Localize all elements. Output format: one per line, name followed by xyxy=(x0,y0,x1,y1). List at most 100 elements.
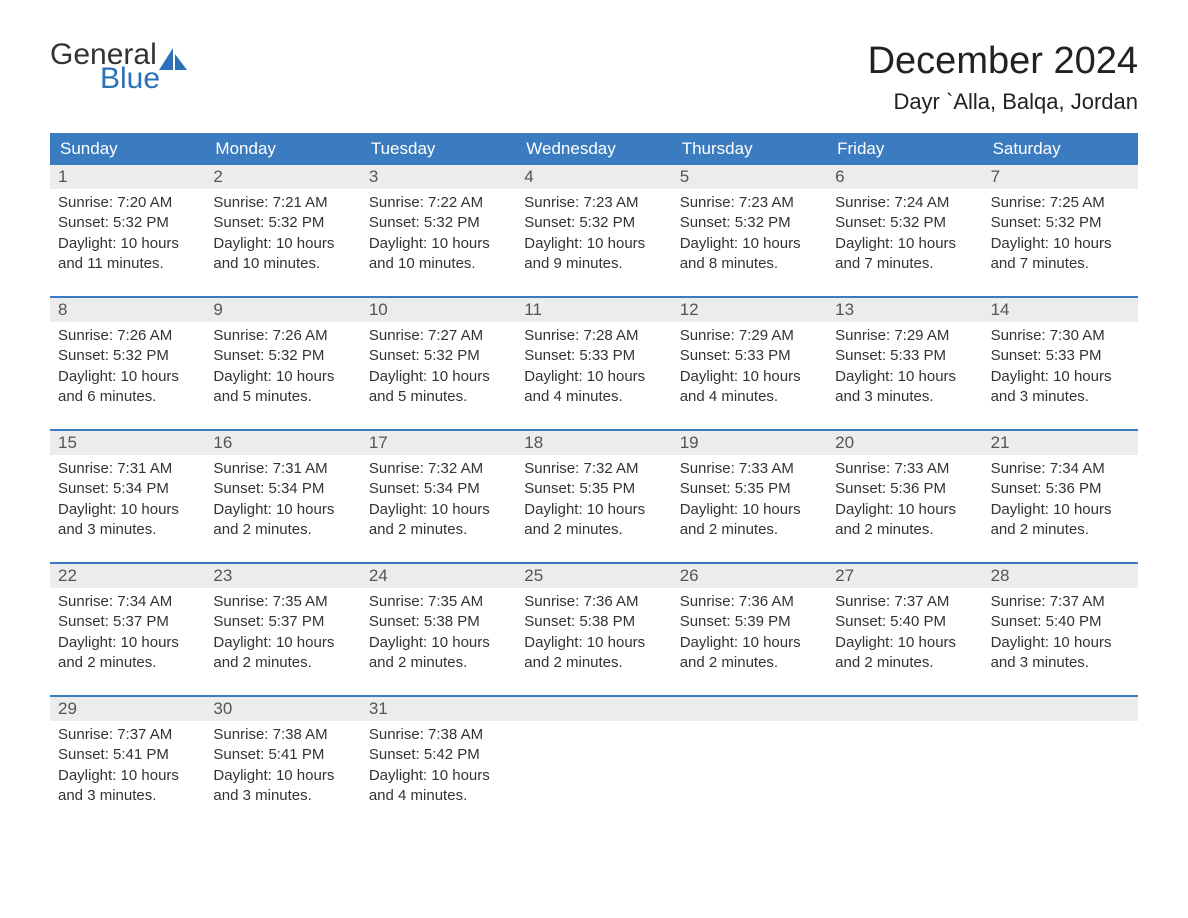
date-number: 16 xyxy=(205,431,360,455)
daylight-line: Daylight: 10 hours and 2 minutes. xyxy=(835,500,974,541)
sunrise-line: Sunrise: 7:20 AM xyxy=(58,193,197,213)
date-number: 31 xyxy=(361,697,516,721)
day-cell: Sunrise: 7:37 AMSunset: 5:40 PMDaylight:… xyxy=(983,588,1138,681)
month-title: December 2024 xyxy=(868,40,1138,83)
sunset-line: Sunset: 5:32 PM xyxy=(369,346,508,366)
sunset-line: Sunset: 5:37 PM xyxy=(213,612,352,632)
content-row: Sunrise: 7:31 AMSunset: 5:34 PMDaylight:… xyxy=(50,455,1138,548)
date-number: 30 xyxy=(205,697,360,721)
daylight-line: Daylight: 10 hours and 4 minutes. xyxy=(369,766,508,807)
sunset-line: Sunset: 5:38 PM xyxy=(524,612,663,632)
week: 22232425262728Sunrise: 7:34 AMSunset: 5:… xyxy=(50,562,1138,681)
day-cell: Sunrise: 7:35 AMSunset: 5:38 PMDaylight:… xyxy=(361,588,516,681)
sunset-line: Sunset: 5:34 PM xyxy=(58,479,197,499)
header: General Blue December 2024 Dayr `Alla, B… xyxy=(50,40,1138,115)
sunrise-line: Sunrise: 7:29 AM xyxy=(835,326,974,346)
date-number xyxy=(672,697,827,721)
date-number: 27 xyxy=(827,564,982,588)
day-cell: Sunrise: 7:31 AMSunset: 5:34 PMDaylight:… xyxy=(50,455,205,548)
sunrise-line: Sunrise: 7:28 AM xyxy=(524,326,663,346)
sunset-line: Sunset: 5:41 PM xyxy=(58,745,197,765)
daylight-line: Daylight: 10 hours and 2 minutes. xyxy=(369,500,508,541)
day-cell: Sunrise: 7:31 AMSunset: 5:34 PMDaylight:… xyxy=(205,455,360,548)
day-header: Thursday xyxy=(672,133,827,165)
sunrise-line: Sunrise: 7:32 AM xyxy=(524,459,663,479)
sunset-line: Sunset: 5:41 PM xyxy=(213,745,352,765)
date-row: 293031 xyxy=(50,697,1138,721)
daylight-line: Daylight: 10 hours and 3 minutes. xyxy=(835,367,974,408)
daylight-line: Daylight: 10 hours and 7 minutes. xyxy=(991,234,1130,275)
sunrise-line: Sunrise: 7:25 AM xyxy=(991,193,1130,213)
day-header: Friday xyxy=(827,133,982,165)
sunrise-line: Sunrise: 7:27 AM xyxy=(369,326,508,346)
sunset-line: Sunset: 5:32 PM xyxy=(991,213,1130,233)
day-header: Tuesday xyxy=(361,133,516,165)
week: 891011121314Sunrise: 7:26 AMSunset: 5:32… xyxy=(50,296,1138,415)
daylight-line: Daylight: 10 hours and 3 minutes. xyxy=(213,766,352,807)
sunset-line: Sunset: 5:35 PM xyxy=(524,479,663,499)
date-number xyxy=(983,697,1138,721)
date-number: 8 xyxy=(50,298,205,322)
daylight-line: Daylight: 10 hours and 3 minutes. xyxy=(58,500,197,541)
day-cell: Sunrise: 7:34 AMSunset: 5:36 PMDaylight:… xyxy=(983,455,1138,548)
sunset-line: Sunset: 5:34 PM xyxy=(369,479,508,499)
sunrise-line: Sunrise: 7:33 AM xyxy=(680,459,819,479)
date-number: 22 xyxy=(50,564,205,588)
daylight-line: Daylight: 10 hours and 2 minutes. xyxy=(991,500,1130,541)
sunrise-line: Sunrise: 7:21 AM xyxy=(213,193,352,213)
content-row: Sunrise: 7:26 AM Sunset: 5:32 PM Daylight:… xyxy=(50,322,1138,415)
daylight-line: Daylight: 10 hours and 7 minutes. xyxy=(835,234,974,275)
sunset-line: Sunset: 5:33 PM xyxy=(991,346,1130,366)
calendar: SundayMondayTuesdayWednesdayThursdayFrid… xyxy=(50,133,1138,814)
daylight-line: Daylight: 10 hours and 9 minutes. xyxy=(524,234,663,275)
day-cell: Sunrise: 7:21 AMSunset: 5:32 PMDaylight:… xyxy=(205,189,360,282)
day-cell: Sunrise: 7:36 AMSunset: 5:38 PMDaylight:… xyxy=(516,588,671,681)
day-cell: Sunrise: 7:26 AMSunset: 5:32 PMDaylight:… xyxy=(205,322,360,415)
sunset-line: Sunset: 5:32 PM xyxy=(835,213,974,233)
day-cell: Sunrise: 7:23 AMSunset: 5:32 PMDaylight:… xyxy=(516,189,671,282)
day-cell: Sunrise: 7:22 AMSunset: 5:32 PMDaylight:… xyxy=(361,189,516,282)
sunset-line: Sunset: 5:35 PM xyxy=(680,479,819,499)
sunset-line: Sunset: 5:36 PM xyxy=(991,479,1130,499)
sunset-line: Sunset: 5:40 PM xyxy=(835,612,974,632)
sunrise-line: Sunrise: 7:35 AM xyxy=(213,592,352,612)
sunrise-line: Sunrise: 7:26 AM xyxy=(213,326,352,346)
day-cell: Sunrise: 7:29 AMSunset: 5:33 PMDaylight:… xyxy=(827,322,982,415)
daylight-line: Daylight: 10 hours and 11 minutes. xyxy=(58,234,197,275)
date-number: 21 xyxy=(983,431,1138,455)
sunrise-line: Sunrise: 7:23 AM xyxy=(524,193,663,213)
sunset-line: Sunset: 5:32 PM xyxy=(680,213,819,233)
week: 293031Sunrise: 7:37 AMSunset: 5:41 PMDay… xyxy=(50,695,1138,814)
date-number: 2 xyxy=(205,165,360,189)
day-cell: Sunrise: 7:26 AMSunset: 5:32 PMDaylight:… xyxy=(50,322,205,415)
date-number: 13 xyxy=(827,298,982,322)
day-cell: Sunrise: 7:25 AMSunset: 5:32 PMDaylight:… xyxy=(983,189,1138,282)
day-cell: Sunrise: 7:37 AMSunset: 5:41 PMDaylight:… xyxy=(50,721,205,814)
week: 15161718192021Sunrise: 7:31 AMSunset: 5:… xyxy=(50,429,1138,548)
sunrise-line: Sunrise: 7:36 AM xyxy=(524,592,663,612)
day-cell: Sunrise: 7:30 AMSunset: 5:33 PMDaylight:… xyxy=(983,322,1138,415)
content-row: Sunrise: 7:37 AMSunset: 5:41 PMDaylight:… xyxy=(50,721,1138,814)
sunset-line: Sunset: 5:32 PM xyxy=(58,346,197,366)
date-number: 24 xyxy=(361,564,516,588)
sunset-line: Sunset: 5:39 PM xyxy=(680,612,819,632)
sunset-line: Sunset: 5:38 PM xyxy=(369,612,508,632)
sunset-line: Sunset: 5:33 PM xyxy=(835,346,974,366)
daylight-line: Daylight: 10 hours and 2 minutes. xyxy=(58,633,197,674)
date-number: 25 xyxy=(516,564,671,588)
daylight-line: Daylight: 10 hours and 3 minutes. xyxy=(991,367,1130,408)
sunrise-line: Sunrise: 7:29 AM xyxy=(680,326,819,346)
day-cell: Sunrise: 7:32 AMSunset: 5:34 PMDaylight:… xyxy=(361,455,516,548)
date-number: 4 xyxy=(516,165,671,189)
sunrise-line: Sunrise: 7:38 AM xyxy=(369,725,508,745)
daylight-line: Daylight: 10 hours and 2 minutes. xyxy=(835,633,974,674)
sunrise-line: Sunrise: 7:37 AM xyxy=(835,592,974,612)
sunset-line: Sunset: 5:33 PM xyxy=(524,346,663,366)
daylight-line: Daylight: 10 hours and 2 minutes. xyxy=(213,633,352,674)
content-row: Sunrise: 7:34 AMSunset: 5:37 PMDaylight:… xyxy=(50,588,1138,681)
day-cell: Sunrise: 7:38 AMSunset: 5:41 PMDaylight:… xyxy=(205,721,360,814)
date-number: 12 xyxy=(672,298,827,322)
day-cell: Sunrise: 7:34 AMSunset: 5:37 PMDaylight:… xyxy=(50,588,205,681)
sunrise-line: Sunrise: 7:31 AM xyxy=(213,459,352,479)
day-cell: Sunrise: 7:23 AMSunset: 5:32 PMDaylight:… xyxy=(672,189,827,282)
